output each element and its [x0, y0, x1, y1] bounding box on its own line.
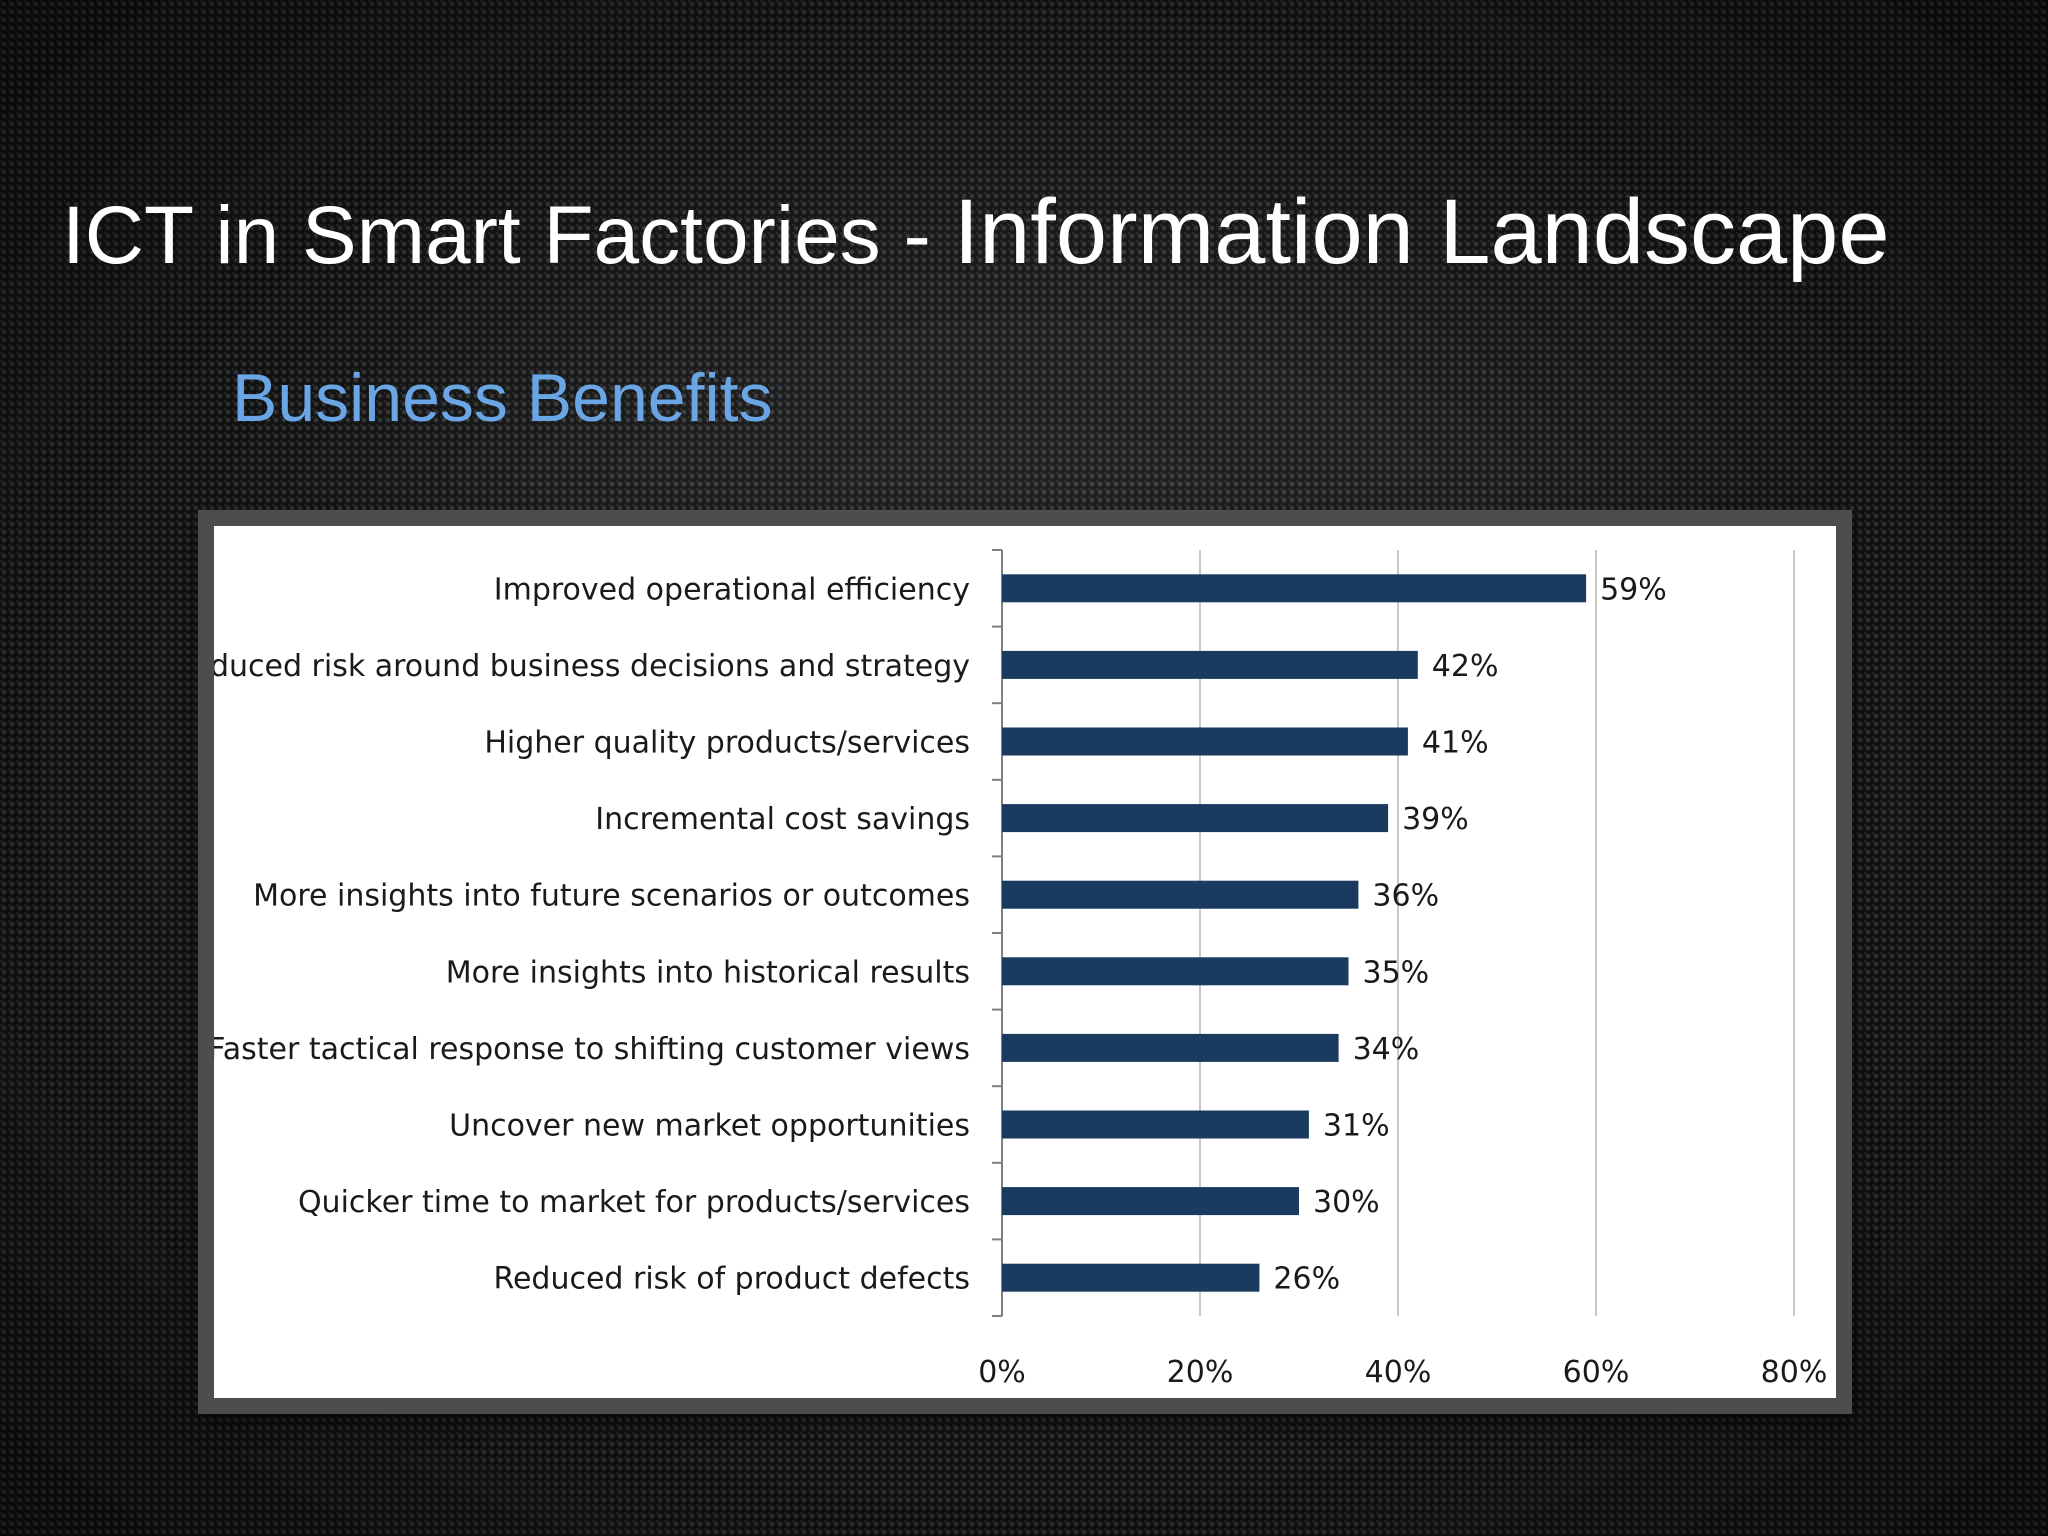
value-label: 39% — [1402, 802, 1469, 837]
bar-7 — [1002, 1033, 1339, 1062]
chart-panel: Improved operational efficiency 59% Reduce… — [214, 526, 1836, 1398]
value-label: 42% — [1432, 649, 1499, 684]
bar-9 — [1002, 1187, 1299, 1216]
bar-2 — [1002, 650, 1418, 679]
category-label: More insights into historical results — [446, 955, 970, 990]
bar-1 — [1002, 574, 1587, 603]
value-label: 26% — [1273, 1262, 1340, 1297]
category-label: More insights into future scenarios or o… — [253, 879, 970, 914]
slide-title: ICT in Smart Factories - Information Lan… — [62, 186, 1890, 278]
bar-8 — [1002, 1110, 1309, 1139]
bar-4 — [1002, 804, 1389, 833]
value-label: 31% — [1323, 1109, 1390, 1144]
category-label: Faster tactical response to shifting cus… — [214, 1032, 970, 1067]
slide-title-part2: Information Landscape — [953, 181, 1890, 283]
value-label: 36% — [1372, 879, 1439, 914]
value-label: 41% — [1422, 726, 1489, 761]
value-label: 34% — [1353, 1032, 1420, 1067]
category-label: Incremental cost savings — [595, 802, 970, 837]
bar-6 — [1002, 957, 1349, 986]
category-label: Improved operational efficiency — [494, 572, 970, 607]
x-tick-label: 40% — [1365, 1355, 1432, 1390]
bar-10 — [1002, 1263, 1260, 1292]
slide-title-separator: - — [880, 190, 954, 281]
chart-frame: Improved operational efficiency 59% Reduce… — [198, 510, 1852, 1414]
value-label: 30% — [1313, 1185, 1380, 1220]
x-tick-label: 0% — [978, 1355, 1026, 1390]
bar-3 — [1002, 727, 1408, 756]
x-tick-label: 60% — [1563, 1355, 1630, 1390]
x-tick-label: 20% — [1167, 1355, 1234, 1390]
bar-5 — [1002, 880, 1359, 909]
category-label: Uncover new market opportunities — [449, 1109, 970, 1144]
category-label: Higher quality products/services — [484, 726, 970, 761]
slide-subtitle: Business Benefits — [232, 360, 773, 436]
category-label: Reduced risk of product defects — [493, 1262, 970, 1297]
bar-chart: Improved operational efficiency 59% Reduce… — [214, 549, 1828, 1390]
x-tick-label: 80% — [1761, 1355, 1828, 1390]
value-label: 59% — [1600, 572, 1667, 607]
slide-title-part1: ICT in Smart Factories — [62, 190, 881, 281]
category-label: Reduced risk around business decisions a… — [214, 649, 970, 684]
category-label: Quicker time to market for products/serv… — [298, 1185, 970, 1220]
value-label: 35% — [1363, 955, 1430, 990]
